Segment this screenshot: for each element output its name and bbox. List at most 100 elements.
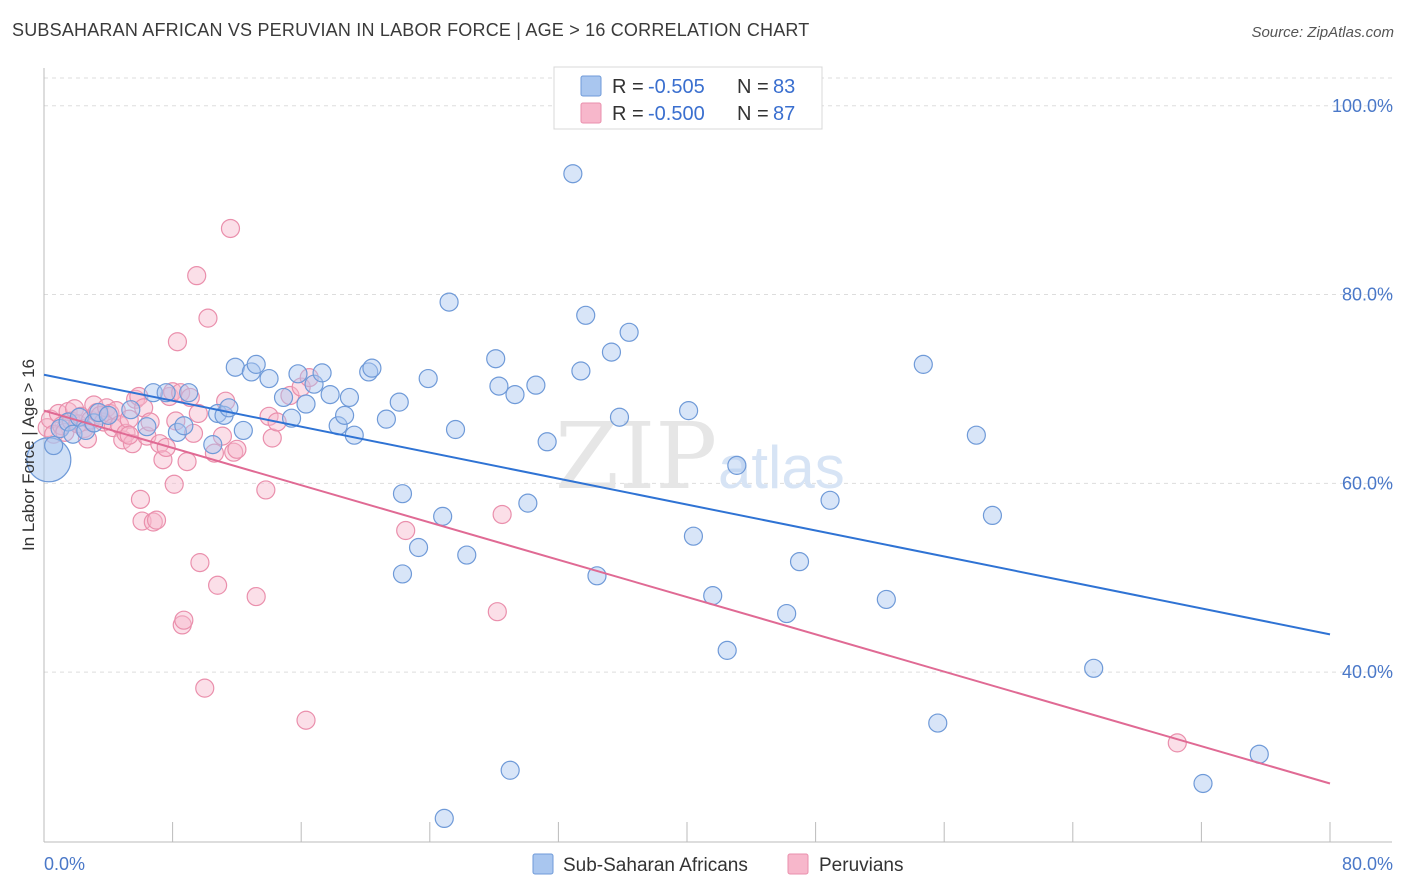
trend-lines: [43, 373, 1331, 785]
blue-point: [489, 376, 509, 396]
blue-point: [537, 432, 557, 452]
pink-point: [130, 489, 151, 509]
blue-point: [408, 537, 429, 558]
blue-point: [518, 493, 538, 513]
blue-point: [281, 408, 302, 428]
blue-point: [359, 362, 379, 382]
pink-point: [227, 439, 247, 459]
chart-source: Source: ZipAtlas.com: [1251, 24, 1394, 41]
pink-point: [224, 442, 244, 462]
bottom-legend-swatch-pink: [787, 853, 809, 875]
pink-point: [167, 332, 188, 352]
blue-point: [156, 383, 176, 403]
pink-point: [262, 428, 282, 448]
blue-point: [233, 420, 253, 441]
watermark-atlas: atlas: [718, 434, 845, 501]
legend-n-value-blue: 83: [773, 76, 795, 98]
blue-point: [320, 384, 340, 405]
pink-point: [177, 452, 197, 472]
blue-point: [58, 412, 78, 432]
blue-point: [500, 760, 520, 780]
legend-n-label-pink: N =: [737, 103, 769, 125]
blue-point: [392, 564, 413, 584]
blue-point: [928, 713, 948, 733]
blue-point: [179, 383, 199, 403]
sub-saharan-africans-points: [26, 164, 1269, 829]
blue-point: [433, 506, 453, 526]
blue-point: [259, 368, 279, 389]
watermark-zip: ZIP: [555, 403, 717, 510]
blue-point: [203, 435, 223, 455]
pink-point: [183, 423, 204, 443]
pink-point: [153, 450, 173, 470]
y-tick-label: 40.0%: [1342, 662, 1393, 682]
blue-point: [434, 808, 454, 829]
blue-point: [576, 305, 596, 325]
pink-point: [156, 437, 176, 458]
legend-r-value-blue: -0.505: [648, 76, 705, 98]
blue-point: [174, 416, 194, 436]
blue-point: [121, 400, 141, 420]
blue-point: [273, 387, 294, 408]
blue-point: [876, 589, 896, 610]
legend-bottom: Sub-Saharan Africans Peruvians: [532, 853, 904, 876]
blue-point: [1084, 658, 1104, 678]
pink-point: [187, 266, 207, 286]
blue-point: [335, 405, 355, 425]
pink-point: [220, 218, 241, 239]
blue-point: [505, 384, 525, 405]
blue-point: [457, 545, 477, 565]
y-tick-label: 100.0%: [1332, 96, 1393, 116]
pink-point: [116, 423, 136, 443]
blue-point: [98, 405, 118, 425]
blue-point: [362, 358, 382, 378]
blue-point: [439, 292, 459, 312]
pink-point: [198, 308, 218, 328]
legend-r-label-pink: R =: [612, 103, 644, 125]
pink-point: [246, 586, 266, 607]
pink-point: [143, 512, 163, 532]
y-axis-label: In Labor Force | Age > 16: [19, 359, 38, 551]
blue-point: [137, 417, 157, 437]
x-tick-label-max: 80.0%: [1342, 854, 1393, 874]
blue-point: [76, 420, 96, 441]
blue-point: [304, 374, 324, 394]
pink-point: [190, 553, 210, 573]
legend-r-value-pink: -0.500: [648, 103, 705, 125]
pink-point: [164, 474, 184, 494]
blue-point: [789, 552, 810, 572]
pink-point: [256, 480, 276, 500]
pink-point: [174, 610, 194, 630]
blue-point: [312, 363, 332, 383]
blue-point: [609, 407, 630, 427]
y-tick-label: 60.0%: [1342, 473, 1393, 493]
y-tick-label: 80.0%: [1342, 285, 1393, 305]
blue-point: [389, 392, 409, 412]
pink-point: [146, 510, 167, 530]
blue-point: [601, 342, 622, 362]
pink-point: [487, 602, 507, 622]
legend-r-label-blue: R =: [612, 76, 644, 98]
legend-n-label-blue: N =: [737, 76, 769, 98]
blue-point: [966, 425, 986, 445]
blue-point: [913, 354, 933, 374]
blue-point: [683, 526, 704, 546]
blue-point: [445, 419, 466, 440]
y-tick-labels: 40.0% 60.0% 80.0% 100.0%: [1332, 96, 1393, 682]
legend-swatch-pink: [580, 102, 602, 124]
bottom-legend-label-blue: Sub-Saharan Africans: [563, 855, 748, 876]
blue-point: [246, 354, 266, 374]
pink-point: [188, 403, 208, 424]
blue-point: [418, 368, 438, 389]
blue-point: [619, 322, 639, 342]
legend-top: R = -0.505 N = 83 R = -0.500 N = 87: [553, 66, 823, 130]
blue-point: [339, 387, 360, 408]
blue-point: [225, 357, 245, 377]
chart-title: SUBSAHARAN AFRICAN VS PERUVIAN IN LABOR …: [12, 20, 810, 40]
blue-point: [44, 435, 64, 456]
pink-point: [296, 710, 316, 730]
pink-point: [195, 678, 215, 698]
bottom-legend-label-pink: Peruvians: [819, 855, 904, 876]
blue-point: [727, 455, 747, 475]
